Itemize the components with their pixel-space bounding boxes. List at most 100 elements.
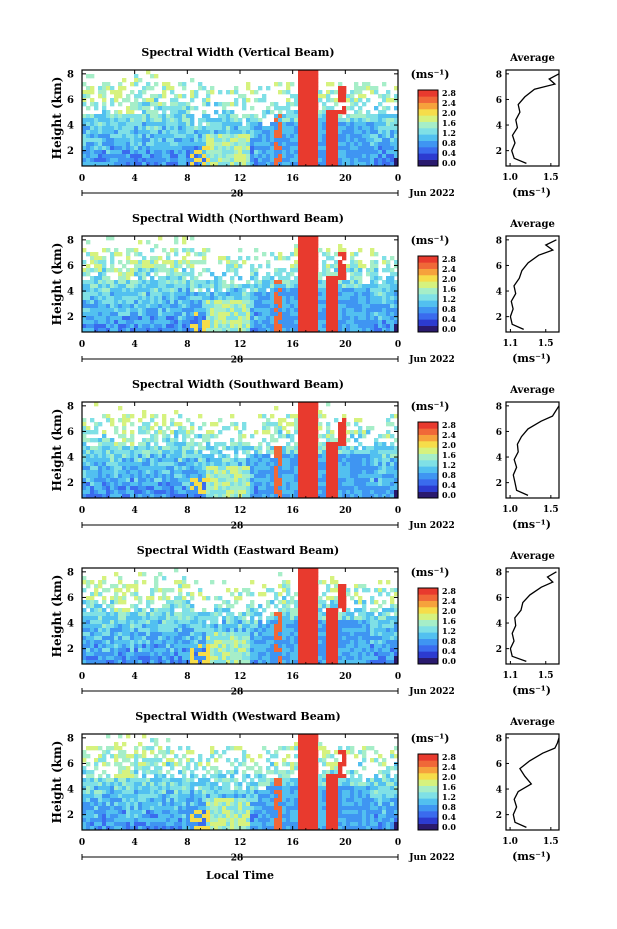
- avg-y-tick-label: 6: [496, 96, 502, 106]
- y-tick-label: 2: [67, 478, 74, 489]
- avg-y-tick-label: 4: [496, 454, 502, 464]
- y-tick-label: 8: [67, 401, 74, 412]
- colorbar-swatch: [418, 779, 438, 786]
- colorbar-tick-label: 1.2: [442, 792, 456, 802]
- colorbar-swatch: [418, 325, 438, 333]
- avg-y-tick-label: 6: [496, 428, 502, 438]
- colorbar-unit: (ms⁻¹): [411, 400, 450, 413]
- colorbar-swatch: [418, 588, 438, 595]
- x-tick-label: 0: [395, 672, 401, 682]
- average-profile: Average 2 4 6 8 1.0 1.5 (ms⁻¹): [496, 717, 560, 863]
- avg-y-tick-label: 8: [496, 734, 502, 744]
- panel-5: Spectral Width (Westward Beam)2468Height…: [50, 710, 560, 864]
- day-label: 28: [231, 356, 244, 366]
- y-axis-label: Height (km): [50, 243, 64, 326]
- colorbar-swatch: [418, 294, 438, 301]
- x-axis-label: Local Time: [206, 869, 274, 882]
- colorbar-swatch: [418, 447, 438, 454]
- colorbar-swatch: [418, 428, 438, 435]
- colorbar-tick-label: 2.4: [442, 596, 456, 606]
- colorbar-swatch: [418, 422, 438, 429]
- y-tick-label: 6: [67, 261, 74, 272]
- x-tick-label: 12: [234, 506, 247, 516]
- avg-x-tick-label: 1.5: [538, 339, 554, 349]
- y-tick-label: 6: [67, 759, 74, 770]
- colorbar-tick-label: 1.2: [442, 128, 456, 138]
- avg-y-tick-label: 8: [496, 402, 502, 412]
- average-unit: (ms⁻¹): [512, 850, 551, 863]
- avg-y-tick-label: 8: [496, 236, 502, 246]
- avg-y-tick-label: 6: [496, 760, 502, 770]
- avg-y-tick-label: 6: [496, 594, 502, 604]
- y-axis-label: Height (km): [50, 575, 64, 658]
- colorbar-tick-label: 1.6: [442, 118, 456, 128]
- colorbar-tick-label: 0.4: [442, 812, 456, 822]
- colorbar-swatch: [418, 121, 438, 129]
- y-tick-label: 4: [67, 287, 74, 298]
- colorbar-swatch: [418, 441, 438, 448]
- avg-y-tick-label: 2: [496, 645, 502, 655]
- x-tick-label: 0: [79, 506, 85, 516]
- colorbar-unit: (ms⁻¹): [411, 234, 450, 247]
- avg-x-tick-label: 1.5: [543, 837, 559, 847]
- average-frame: [505, 567, 560, 665]
- colorbar-swatch: [418, 785, 438, 793]
- colorbar-swatch: [418, 613, 438, 620]
- panel-title: Spectral Width (Vertical Beam): [141, 46, 334, 59]
- x-tick-label: 12: [234, 672, 247, 682]
- x-tick-label: 4: [132, 340, 138, 350]
- colorbar-tick-label: 2.0: [442, 772, 456, 782]
- colorbar-tick-label: 2.8: [442, 420, 456, 430]
- colorbar-tick-label: 1.6: [442, 284, 456, 294]
- colorbar-swatch: [418, 773, 438, 780]
- x-tick-label: 4: [132, 506, 138, 516]
- average-title: Average: [509, 53, 555, 64]
- colorbar-swatch: [418, 306, 438, 314]
- colorbar-swatch: [418, 102, 438, 110]
- colorbar-unit: (ms⁻¹): [411, 732, 450, 745]
- colorbar-frame: [417, 89, 439, 167]
- colorbar-tick-label: 2.8: [442, 586, 456, 596]
- average-unit: (ms⁻¹): [512, 352, 551, 365]
- avg-y-tick-label: 6: [496, 262, 502, 272]
- x-tick-label: 8: [184, 340, 190, 350]
- colorbar-swatch: [418, 134, 438, 141]
- avg-x-tick-label: 1.5: [543, 173, 559, 183]
- day-label: 28: [231, 522, 244, 532]
- colorbar-swatch: [418, 657, 438, 665]
- average-line: [509, 239, 557, 330]
- colorbar-swatch: [418, 159, 438, 167]
- x-tick-label: 8: [184, 672, 190, 682]
- colorbar-tick-label: 1.6: [442, 450, 456, 460]
- colorbar-tick-label: 0.4: [442, 646, 456, 656]
- x-tick-label: 4: [132, 838, 138, 848]
- colorbar: 2.82.42.01.61.20.80.40.0: [417, 586, 456, 666]
- avg-y-tick-label: 4: [496, 786, 502, 796]
- colorbar-swatch: [418, 594, 438, 601]
- colorbar: 2.82.42.01.61.20.80.40.0: [417, 88, 456, 168]
- colorbar-tick-label: 2.8: [442, 752, 456, 762]
- colorbar-tick-label: 2.0: [442, 606, 456, 616]
- panel-2: Spectral Width (Northward Beam)2468Heigh…: [50, 212, 560, 366]
- colorbar-tick-label: 0.4: [442, 480, 456, 490]
- colorbar-tick-label: 0.0: [442, 656, 456, 666]
- x-tick-label: 20: [339, 506, 352, 516]
- colorbar-swatch: [418, 626, 438, 633]
- colorbar-swatch: [418, 268, 438, 276]
- day-label: 28: [231, 854, 244, 864]
- avg-x-tick-label: 1.0: [502, 173, 518, 183]
- average-title: Average: [509, 717, 555, 728]
- avg-y-tick-label: 2: [496, 147, 502, 157]
- x-tick-label: 20: [339, 838, 352, 848]
- y-tick-label: 8: [67, 733, 74, 744]
- y-tick-label: 6: [67, 427, 74, 438]
- average-profile: Average 2 4 6 8 1.0 1.5 (ms⁻¹): [496, 53, 560, 199]
- panel-title: Spectral Width (Eastward Beam): [137, 544, 339, 557]
- colorbar-swatch: [418, 287, 438, 295]
- avg-x-tick-label: 1.0: [502, 837, 518, 847]
- colorbar-swatch: [418, 472, 438, 480]
- x-tick-label: 12: [234, 838, 247, 848]
- colorbar-tick-label: 0.4: [442, 314, 456, 324]
- y-tick-label: 2: [67, 146, 74, 157]
- y-tick-label: 6: [67, 593, 74, 604]
